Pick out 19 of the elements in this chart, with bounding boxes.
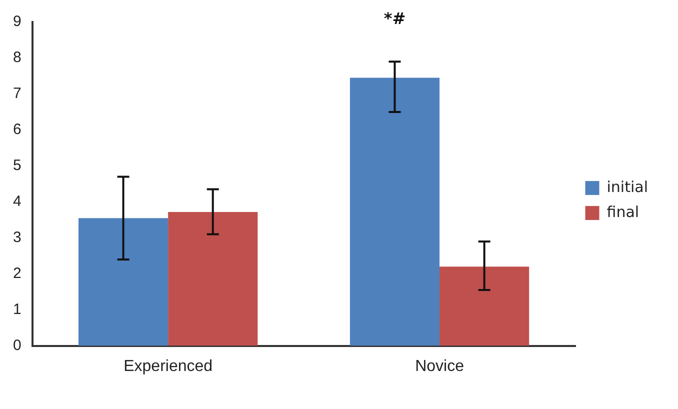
y-tick-label: 4 xyxy=(13,193,22,210)
bar xyxy=(78,218,168,346)
x-tick-label: Novice xyxy=(415,358,464,375)
y-tick-label: 9 xyxy=(13,13,22,30)
legend-label: final xyxy=(606,202,640,221)
annotation: *# xyxy=(384,9,406,28)
bar xyxy=(168,212,258,346)
x-tick-label: Experienced xyxy=(124,358,213,375)
y-tick-label: 2 xyxy=(13,264,22,282)
y-tick-label: 1 xyxy=(13,300,22,318)
y-tick-label: 5 xyxy=(13,157,22,174)
y-tick-label: 0 xyxy=(13,336,22,354)
bar xyxy=(440,266,530,346)
y-tick-label: 6 xyxy=(13,121,22,138)
legend-label: initial xyxy=(606,178,648,196)
y-tick-label: 7 xyxy=(13,85,22,102)
bar xyxy=(350,78,440,346)
y-tick-label: 3 xyxy=(13,229,22,246)
y-tick-label: 8 xyxy=(13,49,22,66)
